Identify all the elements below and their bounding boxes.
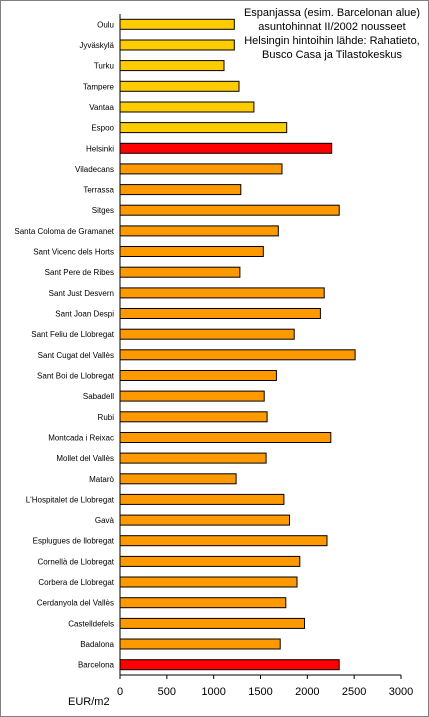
x-tick-label: 2000 (295, 686, 319, 698)
category-label: Sant Vicenc dels Horts (33, 248, 114, 257)
category-labels: Oulu Jyväskylä Turku Tampere Vantaa Espoo Hels… (14, 20, 114, 669)
bar (119, 638, 281, 650)
annotation-line-1: Espanjassa (esim. Barcelonan alue) (243, 7, 421, 19)
bar (119, 184, 242, 196)
bar (119, 535, 328, 547)
annotation-line-2: asuntohinnat II/2002 nousseet (258, 21, 406, 33)
bar (119, 142, 333, 154)
category-label: Terrassa (83, 186, 114, 195)
x-tick-label: 1000 (201, 686, 225, 698)
category-label: Sant Joan Despi (55, 310, 114, 319)
bar (119, 349, 356, 361)
category-label: Sant Pere de Ribes (45, 268, 114, 277)
category-label: Barcelona (78, 661, 115, 670)
bar (119, 80, 240, 92)
category-label: Santa Coloma de Gramanet (14, 227, 114, 236)
x-tick-label: 3000 (389, 686, 413, 698)
bar (119, 555, 301, 567)
x-tick-label: 500 (158, 686, 176, 698)
category-label: Sant Boi de Llobregat (37, 372, 115, 381)
bars-group (119, 18, 356, 671)
bar (119, 473, 237, 485)
category-label: Sabadell (83, 392, 114, 401)
bar (119, 204, 340, 216)
category-label: Gavà (95, 516, 115, 525)
category-label: Matarò (89, 475, 114, 484)
bar (119, 163, 283, 175)
category-label: Viladecans (75, 165, 114, 174)
x-axis-title: EUR/m2 (68, 696, 110, 708)
category-label: Tampere (83, 82, 115, 91)
x-tick-label: 0 (117, 686, 123, 698)
bar (119, 122, 288, 134)
category-label: Esplugues de llobregat (33, 537, 115, 546)
bar (119, 617, 305, 629)
category-label: Montcada i Reixac (48, 434, 114, 443)
annotation-line-3: Helsingin hintoihin lähde: Rahatieto, (244, 35, 420, 47)
bar (119, 370, 277, 381)
category-label: Espoo (91, 124, 114, 133)
category-label: Sitges (92, 206, 114, 215)
bar (119, 390, 265, 402)
category-label: Sant Cugat del Vallès (38, 351, 114, 360)
bar (119, 597, 287, 609)
bar (119, 659, 340, 671)
category-label: Helsinki (86, 144, 114, 153)
bar (119, 225, 279, 237)
category-label: Sant Feliu de Llobregat (31, 330, 115, 339)
bar (119, 411, 268, 423)
category-label: Jyväskylä (79, 41, 114, 50)
bar (119, 287, 325, 299)
bar (119, 39, 235, 51)
bar (119, 452, 267, 464)
category-label: Rubi (98, 413, 115, 422)
category-label: Castelldefels (68, 619, 114, 628)
category-label: Oulu (97, 20, 114, 29)
bar (119, 432, 332, 443)
bar (119, 493, 285, 505)
category-label: Cerdanyola del Vallès (37, 599, 114, 608)
bar (119, 308, 321, 319)
category-label: L'Hospitalet de Llobregat (26, 495, 115, 504)
annotation-line-4: Busco Casa ja Tilastokeskus (261, 49, 402, 61)
category-label: Corbera de Llobregat (38, 578, 114, 587)
bar (119, 514, 290, 526)
category-label: Vantaa (89, 103, 114, 112)
bar (119, 18, 235, 30)
bar (119, 101, 255, 113)
bar (119, 266, 241, 278)
x-tick-label: 2500 (342, 686, 366, 698)
bar (119, 60, 225, 72)
x-ticks: 0 500 1000 1500 2000 2500 3000 (117, 675, 413, 698)
category-label: Cornellà de Llobregat (38, 557, 115, 566)
chart-annotation: Espanjassa (esim. Barcelonan alue) asunt… (240, 6, 424, 62)
bar (119, 576, 298, 588)
category-label: Mollet del Vallès (56, 454, 114, 463)
bar (119, 328, 295, 340)
bar (119, 246, 264, 257)
category-label: Turku (94, 62, 114, 71)
x-tick-label: 1500 (248, 686, 272, 698)
category-label: Badalona (80, 640, 114, 649)
category-label: Sant Just Desvern (49, 289, 114, 298)
